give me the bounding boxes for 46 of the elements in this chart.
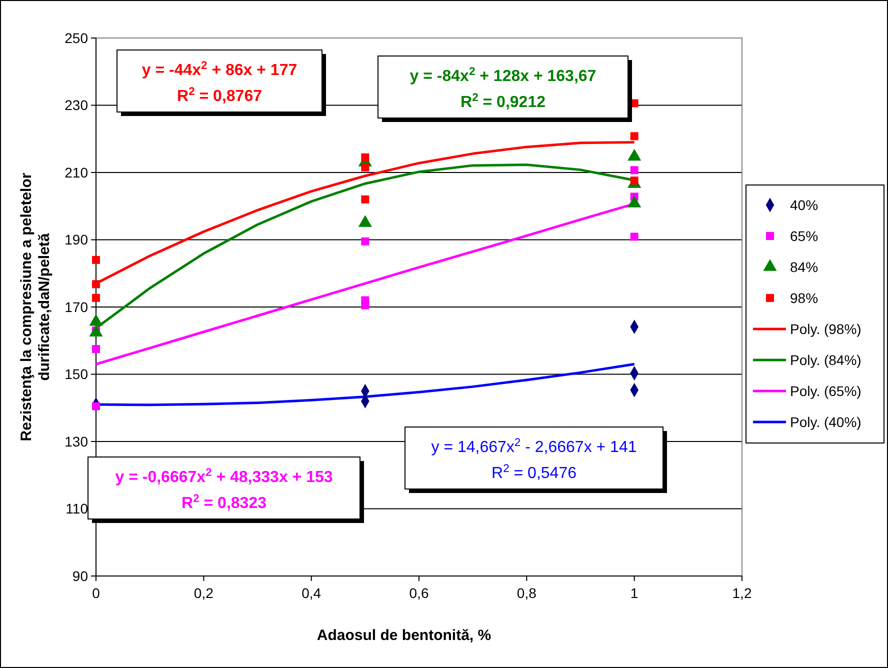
y-tick-label: 90 <box>72 568 88 584</box>
point <box>361 153 370 162</box>
y-tick-label: 190 <box>64 232 88 248</box>
x-axis-title: Adaosul de bentonită, % <box>316 627 492 644</box>
legend-label: Poly. (84%) <box>790 352 862 368</box>
legend-label: 84% <box>790 258 818 275</box>
annotation: R$^{2}$ = 0,5476 <box>492 463 577 482</box>
y-tick-label: 230 <box>64 97 88 114</box>
y-tick-label: 170 <box>64 298 88 315</box>
x-tick-label: 0,2 <box>194 585 214 601</box>
annotation: y = 14,667x$^{2}$ - 2,6667x + 141 <box>431 437 637 456</box>
point <box>361 301 370 310</box>
x-tick-label: 1,2 <box>732 585 752 601</box>
y-tick-label: 150 <box>64 366 88 382</box>
y-tick-label: 130 <box>64 433 88 450</box>
annotation: y = -44x$^{2}$ + 86x + 177 <box>142 60 298 79</box>
point <box>361 237 370 246</box>
x-tick-label: 1 <box>630 585 638 601</box>
legend-label: 65% <box>790 228 818 244</box>
point <box>92 294 100 302</box>
point <box>630 232 638 241</box>
y-tick-label: 250 <box>64 30 88 46</box>
x-tick-label: 0 <box>92 585 100 601</box>
annotation: R$^{2}$ = 0,8767 <box>177 86 262 105</box>
annotation: R$^{2}$ = 0,8323 <box>182 493 267 512</box>
point <box>630 166 638 174</box>
point <box>361 163 370 172</box>
point <box>361 195 370 204</box>
y-tick-label: 210 <box>64 164 88 180</box>
x-tick-label: 0,4 <box>302 585 322 601</box>
x-tick-label: 0,6 <box>409 585 429 601</box>
annotation: R$^{2}$ = 0,9212 <box>460 92 546 111</box>
legend-label: 40% <box>790 196 818 213</box>
legend-label: Poly. (40%) <box>790 414 862 430</box>
x-tick-label: 0,8 <box>516 585 537 601</box>
annotation: y = -84x$^{2}$ + 128x + 163,67 <box>410 66 596 85</box>
legend-label: Poly. (98%) <box>790 320 862 337</box>
legend-label: 98% <box>790 290 818 306</box>
point <box>630 132 638 140</box>
point <box>92 256 100 264</box>
annotation: y = -0,6667x$^{2}$ + 48,333x + 153 <box>115 467 333 486</box>
point <box>92 280 100 288</box>
point <box>92 345 100 354</box>
y-axis-title: Rezistenţa la compresiune a peletelor durificate,daN/peletă <box>18 172 53 442</box>
legend-label: Poly. (65%) <box>790 382 862 399</box>
y-tick-label: 110 <box>66 500 88 517</box>
